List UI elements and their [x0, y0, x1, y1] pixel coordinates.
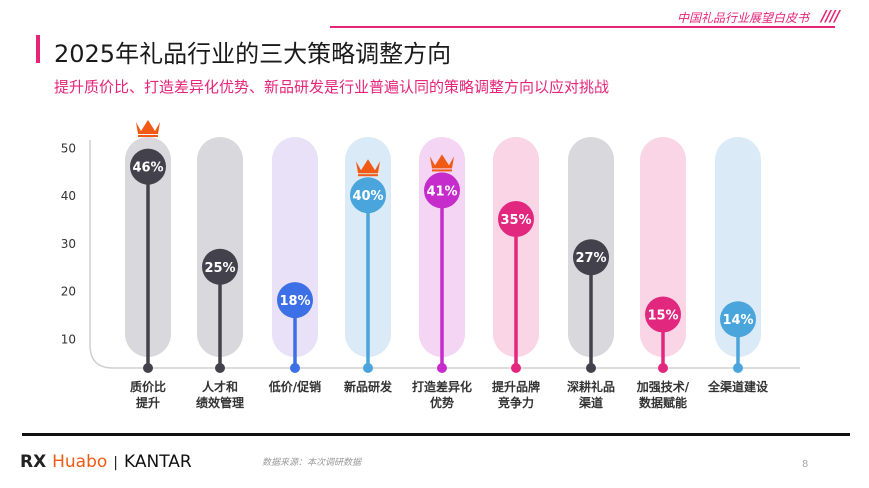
value-bubble: [130, 148, 166, 185]
baseline-dot: [363, 363, 373, 373]
value-label: 35%: [500, 213, 531, 228]
logo: RX Huabo | KANTAR: [20, 452, 192, 472]
value-label: 15%: [647, 308, 678, 323]
value-label: 27%: [575, 251, 606, 266]
crown-icon: [356, 159, 380, 174]
baseline-dot: [658, 363, 668, 373]
value-bubble: [645, 296, 681, 333]
value-bubble: [202, 248, 238, 285]
category-label: 渠道: [579, 395, 603, 410]
header-rule: [330, 26, 835, 28]
category-label: 新品研发: [344, 379, 393, 394]
category-label: 深耕礼品: [567, 379, 615, 394]
value-bubble: [720, 301, 756, 338]
category-label: 全渠道建设: [707, 379, 769, 394]
crown-icon-base: [138, 135, 158, 137]
crown-icon-base: [432, 169, 452, 172]
value-label: 18%: [279, 294, 310, 309]
value-bubble: [498, 201, 534, 238]
value-label: 41%: [426, 184, 457, 199]
crown-icon-base: [358, 174, 378, 177]
title-accent: [36, 35, 40, 63]
baseline-dot: [511, 363, 521, 373]
page-subtitle: 提升质价比、打造差异化优势、新品研发是行业普遍认同的策略调整方向以应对挑战: [54, 78, 610, 96]
page-number: 8: [802, 459, 809, 470]
category-label: 优势: [430, 395, 454, 410]
value-label: 46%: [132, 161, 163, 176]
category-label: 打造差异化: [412, 379, 472, 394]
crown-icon: [430, 154, 454, 169]
y-tick-label: 50: [61, 142, 76, 156]
value-bubble: [350, 177, 386, 214]
bar-column: [197, 137, 243, 357]
bar-column: [715, 137, 761, 357]
baseline-dot: [143, 363, 153, 373]
data-source: 数据来源：本次调研数据: [262, 458, 362, 468]
value-bubble: [277, 282, 313, 319]
category-label: 人才和: [202, 379, 238, 394]
value-bubble: [573, 239, 609, 276]
category-label: 绩效管理: [196, 395, 244, 410]
category-label: 低价/促销: [268, 379, 321, 394]
page-title: 2025年礼品行业的三大策略调整方向: [54, 40, 452, 68]
category-label: 数据赋能: [639, 395, 687, 410]
report-name: 中国礼品行业展望白皮书: [676, 11, 809, 25]
value-label: 14%: [722, 313, 753, 328]
category-label: 竞争力: [498, 395, 534, 410]
baseline-dot: [290, 363, 300, 373]
value-label: 40%: [352, 189, 383, 204]
baseline-dot: [437, 363, 447, 373]
value-bubble: [424, 172, 460, 209]
value-label: 25%: [204, 261, 235, 276]
footer-rule: [22, 433, 850, 436]
baseline-dot: [586, 363, 596, 373]
y-tick-label: 10: [61, 332, 76, 346]
crown-icon: [136, 120, 160, 134]
category-label: 加强技术/: [636, 379, 690, 394]
category-label: 质价比: [130, 379, 166, 394]
header-slashes: ////: [821, 7, 840, 25]
baseline-dot: [733, 363, 743, 373]
y-tick-label: 20: [61, 285, 76, 299]
category-label: 提升: [136, 395, 160, 410]
category-label: 提升品牌: [492, 379, 540, 394]
y-tick-label: 30: [61, 237, 76, 251]
y-tick-label: 40: [61, 189, 76, 203]
axis-line: [89, 140, 800, 369]
baseline-dot: [215, 363, 225, 373]
